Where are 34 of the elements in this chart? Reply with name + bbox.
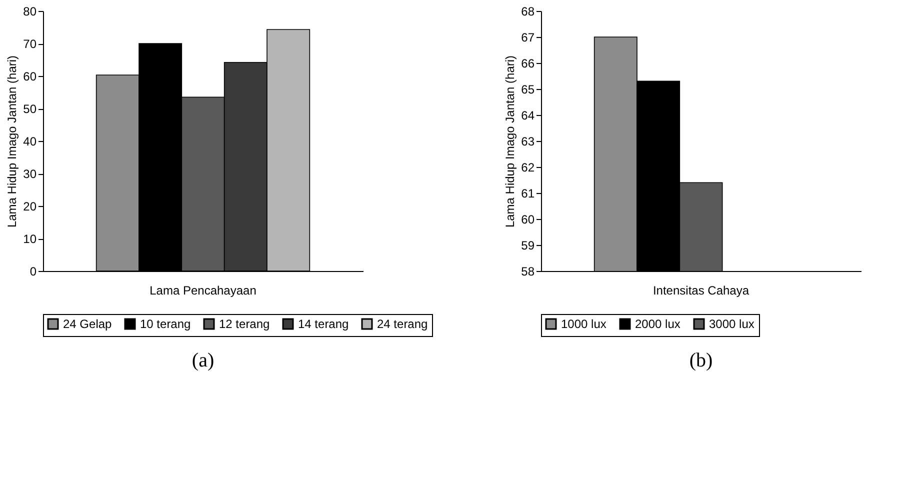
y-tick-label: 66 (521, 56, 535, 70)
y-tick-label: 68 (521, 4, 535, 18)
x-tick-label: Intensitas Cahaya (652, 284, 750, 298)
y-tick-label: 60 (521, 212, 535, 226)
legend-label: 24 terang (377, 317, 428, 331)
y-tick-label: 65 (521, 82, 535, 96)
y-tick-label: 10 (23, 232, 37, 246)
text: (a) (192, 350, 214, 372)
y-tick-label: 20 (23, 200, 37, 214)
legend-label: 2000 lux (635, 317, 680, 331)
y-tick-label: 64 (521, 108, 535, 122)
y-tick-label: 58 (521, 264, 535, 278)
y-axis-title: Lama Hidup Imago Jantan (hari) (5, 55, 20, 228)
legend-label: 24 Gelap (63, 317, 112, 331)
y-tick-label: 70 (23, 37, 37, 51)
y-tick-label: 40 (23, 134, 37, 148)
y-tick-label: 67 (521, 30, 535, 44)
y-tick-label: 63 (521, 134, 535, 148)
legend-label: 12 terang (219, 317, 270, 331)
y-tick-label: 0 (30, 264, 37, 278)
legend-label: 3000 lux (709, 317, 754, 331)
y-axis-title: Lama Hidup Imago Jantan (hari) (503, 55, 518, 228)
y-tick-label: 60 (23, 70, 37, 84)
y-tick-label: 50 (23, 102, 37, 116)
legend-label: 10 terang (140, 317, 191, 331)
y-tick-label: 61 (521, 186, 535, 200)
y-tick-label: 30 (23, 167, 37, 181)
text: (b) (689, 350, 713, 372)
y-tick-label: 59 (521, 238, 535, 252)
y-tick-label: 62 (521, 160, 535, 174)
legend-label: 14 terang (298, 317, 349, 331)
legend-label: 1000 lux (561, 317, 606, 331)
x-tick-label: Lama Pencahayaan (150, 284, 256, 298)
y-tick-label: 80 (23, 4, 37, 18)
